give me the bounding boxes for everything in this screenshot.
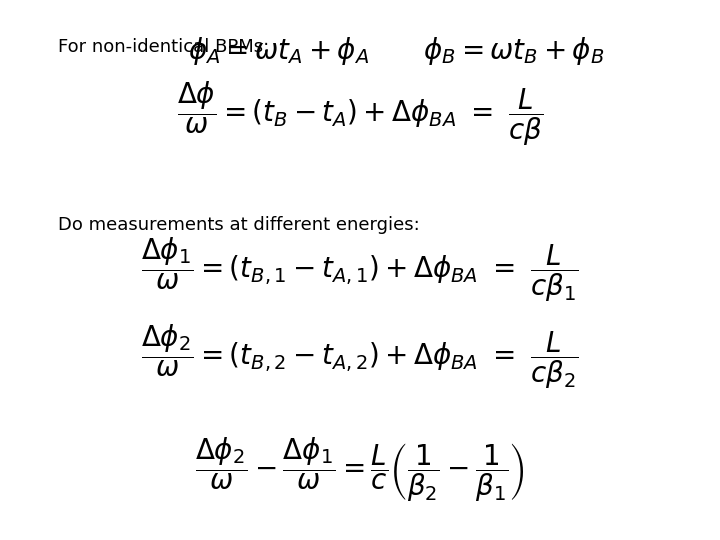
- Text: $\dfrac{\Delta\phi_2}{\omega} = (t_{B,2} - t_{A,2}) + \Delta\phi_{BA} \ = \ \dfr: $\dfrac{\Delta\phi_2}{\omega} = (t_{B,2}…: [141, 322, 579, 391]
- Text: $\phi_A = \omega t_A + \phi_A \qquad \phi_B = \omega t_B + \phi_B$: $\phi_A = \omega t_A + \phi_A \qquad \ph…: [188, 35, 604, 67]
- Text: Do measurements at different energies:: Do measurements at different energies:: [58, 216, 419, 234]
- Text: For non-identical BPMs:: For non-identical BPMs:: [58, 38, 269, 56]
- Text: $\dfrac{\Delta\phi_1}{\omega} = (t_{B,1} - t_{A,1}) + \Delta\phi_{BA} \ = \ \dfr: $\dfrac{\Delta\phi_1}{\omega} = (t_{B,1}…: [141, 235, 579, 305]
- Text: $\dfrac{\Delta\phi}{\omega} = (t_B - t_A) + \Delta\phi_{BA} \ = \ \dfrac{L}{c\be: $\dfrac{\Delta\phi}{\omega} = (t_B - t_A…: [177, 79, 543, 148]
- Text: $\dfrac{\Delta\phi_2}{\omega} - \dfrac{\Delta\phi_1}{\omega} = \dfrac{L}{c}\left: $\dfrac{\Delta\phi_2}{\omega} - \dfrac{\…: [195, 435, 525, 504]
